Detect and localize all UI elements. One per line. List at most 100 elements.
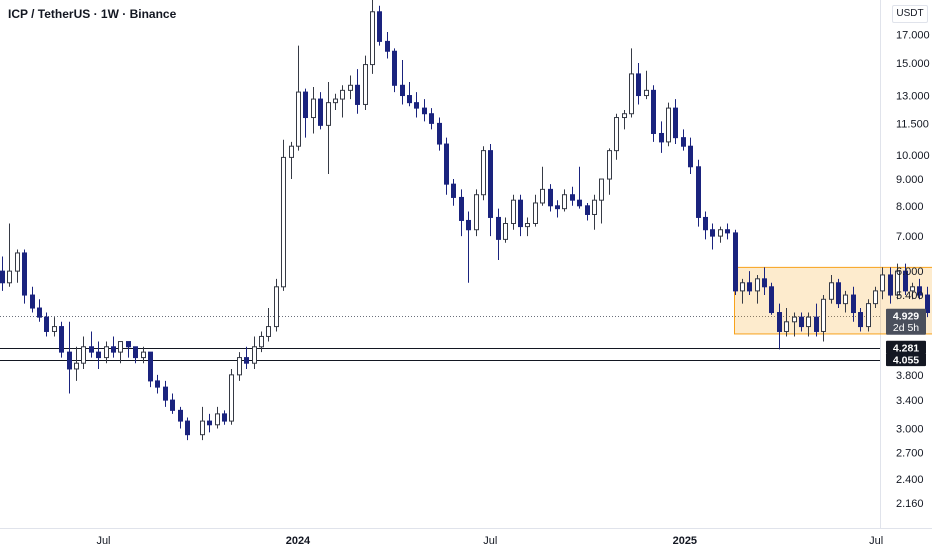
candle-body [44, 316, 49, 332]
candle-body [126, 341, 131, 348]
candle-body [762, 278, 767, 288]
candle-body [880, 274, 885, 292]
candle-body [74, 362, 79, 370]
price-tick-label: 8.000 [896, 201, 924, 213]
price-tick-label: 7.000 [896, 231, 924, 243]
price-tick-label: 2.400 [896, 474, 924, 486]
candle-body [592, 199, 597, 215]
candle-body [133, 346, 138, 359]
candle-body [437, 122, 442, 145]
candle-body [466, 219, 471, 231]
candle-body [666, 107, 671, 143]
candles-series [0, 0, 930, 441]
candle-body [703, 216, 708, 231]
price-badge-label: 4.281 [893, 342, 919, 354]
price-badge[interactable] [886, 353, 926, 367]
candle-body [673, 107, 678, 139]
candle-body [229, 374, 234, 422]
price-tick-label: 5.400 [896, 290, 924, 302]
candle-body [607, 150, 612, 180]
candle-body [185, 420, 190, 436]
candle-body [895, 270, 900, 296]
price-tick-label: 3.000 [896, 424, 924, 436]
price-badge[interactable] [886, 308, 926, 335]
candle-body [0, 270, 5, 284]
candle-body [141, 351, 146, 359]
price-axis[interactable]: 17.000 15.000 13.000 11.500 10.000 9.000 8.000… [886, 30, 930, 511]
candle-body [636, 73, 641, 97]
currency-label[interactable]: USDT [892, 5, 928, 23]
candle-body [274, 286, 279, 328]
candle-body [459, 196, 464, 221]
time-tick-label: Jul [96, 535, 110, 547]
candle-body [873, 290, 878, 305]
time-axis[interactable]: Jul2024Jul2025Jul2026 [96, 535, 932, 547]
candle-body [814, 316, 819, 332]
candle-body [481, 150, 486, 196]
candle-body [511, 199, 516, 225]
price-badge-label: 4.929 [893, 310, 919, 322]
candle-body [755, 278, 760, 292]
candle-body [644, 89, 649, 97]
price-badge[interactable] [886, 340, 926, 354]
horizontal-levels [0, 316, 880, 361]
candle-body [318, 98, 323, 126]
candle-body [348, 84, 353, 91]
candle-body [488, 150, 493, 218]
candle-body [118, 341, 123, 353]
candle-body [533, 202, 538, 225]
candle-body [340, 89, 345, 100]
candle-body [555, 205, 560, 210]
price-tick-label: 9.000 [896, 174, 924, 186]
candle-body [777, 312, 782, 332]
candle-body [518, 199, 523, 228]
candle-body [200, 420, 205, 436]
candle-body [178, 409, 183, 422]
candle-body [451, 183, 456, 198]
candle-body [30, 294, 35, 309]
candle-body [67, 351, 72, 370]
candle-body [821, 298, 826, 332]
candle-body [888, 274, 893, 296]
candle-body [925, 294, 930, 314]
price-tick-label: 13.000 [896, 91, 930, 103]
candle-body [163, 386, 168, 401]
candle-body [311, 98, 316, 119]
candle-body [444, 143, 449, 185]
candle-body [407, 95, 412, 104]
chart-grid [0, 0, 932, 529]
time-tick-label: Jul [869, 535, 883, 547]
candle-body [843, 294, 848, 305]
symbol-title[interactable]: ICP / TetherUS · 1W · Binance [8, 7, 177, 21]
candle-body [289, 145, 294, 158]
candle-body [281, 156, 286, 288]
time-tick-label: 2024 [286, 535, 311, 547]
candle-body [104, 346, 109, 359]
candle-body [629, 73, 634, 115]
candle-body [910, 286, 915, 292]
candle-body [207, 420, 212, 426]
candle-body [414, 102, 419, 109]
candle-body [577, 199, 582, 207]
candle-body [59, 326, 64, 353]
price-badge-label: 4.055 [893, 355, 919, 367]
candle-body [244, 357, 249, 364]
candle-body [326, 102, 331, 126]
candle-body [252, 346, 257, 364]
candle-body [725, 229, 730, 234]
candle-body [740, 282, 745, 292]
candle-body [96, 351, 101, 359]
candle-body [570, 194, 575, 201]
bar-countdown-label: 2d 5h [893, 322, 919, 334]
candle-body [585, 205, 590, 215]
candle-body [540, 188, 545, 204]
candle-body [266, 326, 271, 337]
candle-body [222, 413, 227, 422]
candle-body [155, 380, 160, 388]
price-tick-label: 17.000 [896, 30, 930, 42]
candle-body [400, 84, 405, 97]
candle-body [111, 346, 116, 353]
candle-body [866, 303, 871, 328]
candle-body [599, 178, 604, 201]
